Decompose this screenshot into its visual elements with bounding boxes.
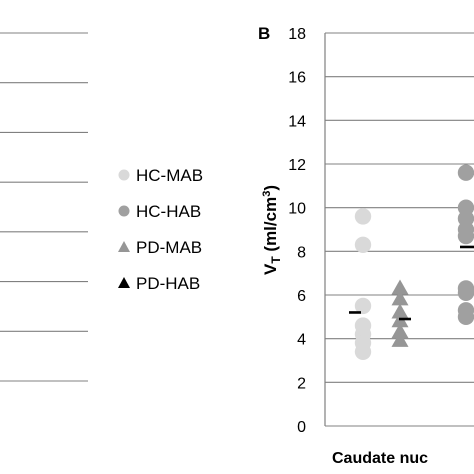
data-point-circle <box>457 227 474 245</box>
legend-label: PD-MAB <box>136 238 202 257</box>
grid <box>325 32 474 427</box>
data-points <box>354 164 474 360</box>
y-axis-label-main: V <box>261 263 280 275</box>
y-tick-label: 6 <box>297 288 306 305</box>
y-tick-label: 4 <box>297 332 306 349</box>
legend-item: PD-HAB <box>118 274 200 293</box>
legend-label: HC-MAB <box>136 166 203 185</box>
y-tick-label: 2 <box>297 375 306 392</box>
data-point-circle <box>457 284 474 302</box>
y-tick-label: 0 <box>297 419 306 436</box>
plot-area: 0 2 4 6 8 10 12 14 16 18 <box>288 26 474 436</box>
legend-item: PD-MAB <box>118 238 202 257</box>
data-point-triangle <box>391 303 409 319</box>
x-axis-label: Caudate nuc <box>332 450 428 467</box>
data-point-triangle <box>391 331 409 347</box>
legend-triangle-marker <box>118 241 130 252</box>
mean-markers <box>349 245 474 321</box>
legend-label: HC-HAB <box>136 202 201 221</box>
legend-circle-marker <box>118 169 130 181</box>
left-panel-gridlines <box>0 32 88 382</box>
legend-item: HC-HAB <box>118 202 201 221</box>
panel-label: B <box>258 24 270 43</box>
legend-circle-marker <box>118 205 130 217</box>
y-tick-label: 8 <box>297 244 306 261</box>
data-point-triangle <box>391 323 409 339</box>
legend-item: HC-MAB <box>118 166 203 185</box>
legend-label: PD-HAB <box>136 274 200 293</box>
legend: HC-MAB HC-HAB PD-MAB PD-HAB <box>118 166 203 293</box>
y-tick-label: 14 <box>288 113 306 130</box>
data-point-circle <box>457 164 474 181</box>
y-axis-label-units: (ml/cm <box>261 197 280 257</box>
y-axis-label: VT (ml/cm3) <box>261 185 283 275</box>
y-tick-label: 18 <box>288 26 306 43</box>
y-tick-label: 12 <box>288 157 306 174</box>
y-tick-label: 16 <box>288 70 306 87</box>
data-point-circle <box>354 297 372 315</box>
data-point-circle <box>457 308 474 326</box>
y-tick-labels: 0 2 4 6 8 10 12 14 16 18 <box>288 26 306 436</box>
data-point-circle <box>354 208 372 225</box>
data-point-triangle <box>391 290 409 306</box>
y-tick-label: 10 <box>288 201 306 218</box>
y-axis-label-superscript: 3 <box>261 191 273 197</box>
data-point-triangle <box>391 279 409 295</box>
legend-triangle-marker <box>118 277 130 288</box>
data-point-circle <box>354 343 372 360</box>
y-axis-label-subscript: T <box>269 256 283 264</box>
y-axis-label-close: ) <box>261 185 280 191</box>
data-point-circle <box>354 236 372 253</box>
